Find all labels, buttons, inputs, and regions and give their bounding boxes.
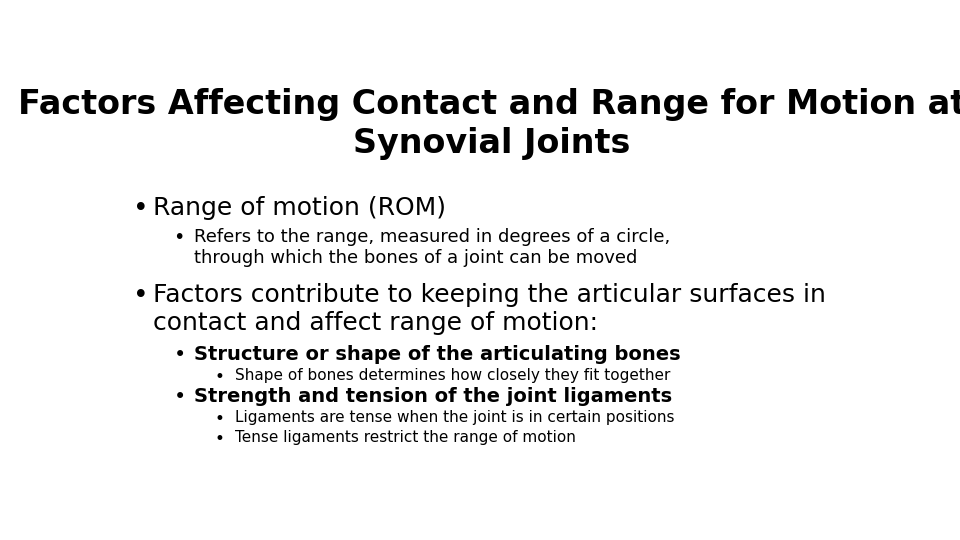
Text: •: • [174,388,186,408]
Text: •: • [174,345,186,364]
Text: Shape of bones determines how closely they fit together: Shape of bones determines how closely th… [235,368,671,382]
Text: •: • [133,282,149,309]
Text: Refers to the range, measured in degrees of a circle,
through which the bones of: Refers to the range, measured in degrees… [194,228,671,267]
Text: Range of motion (ROM): Range of motion (ROM) [154,196,446,220]
Text: Factors contribute to keeping the articular surfaces in
contact and affect range: Factors contribute to keeping the articu… [154,282,827,335]
Text: •: • [214,410,225,428]
Text: Strength and tension of the joint ligaments: Strength and tension of the joint ligame… [194,388,673,407]
Text: Ligaments are tense when the joint is in certain positions: Ligaments are tense when the joint is in… [235,410,675,426]
Text: •: • [133,196,149,222]
Text: Tense ligaments restrict the range of motion: Tense ligaments restrict the range of mo… [235,430,576,445]
Text: •: • [174,228,185,247]
Text: •: • [214,430,225,448]
Text: Factors Affecting Contact and Range for Motion at
Synovial Joints: Factors Affecting Contact and Range for … [18,87,960,160]
Text: Structure or shape of the articulating bones: Structure or shape of the articulating b… [194,345,681,363]
Text: •: • [214,368,225,386]
